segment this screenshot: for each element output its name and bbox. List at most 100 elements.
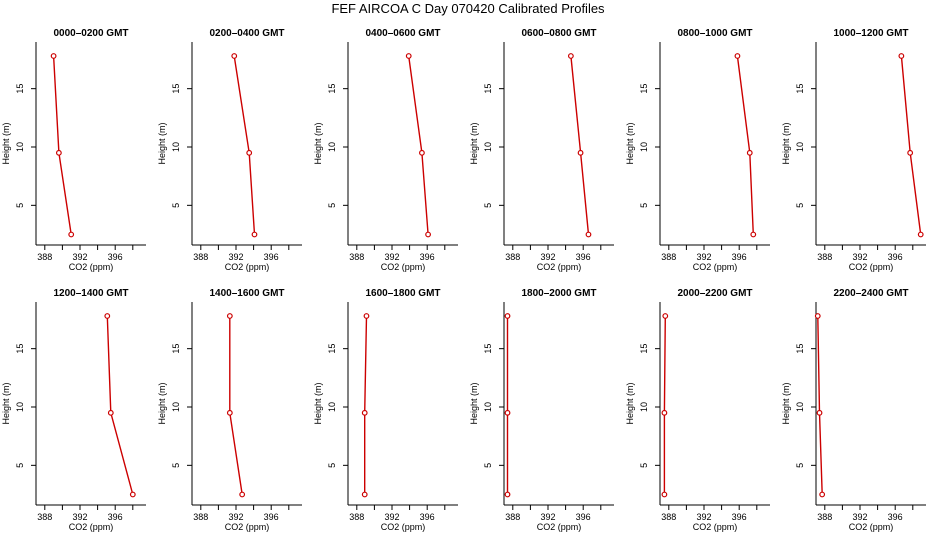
y-tick-label: 10 [795,402,805,412]
y-tick-label: 15 [483,344,493,354]
panel-title: 1400–1600 GMT [209,288,284,299]
x-tick-label: 396 [732,512,747,522]
y-tick-label: 5 [171,203,181,208]
page-title: FEF AIRCOA C Day 070420 Calibrated Profi… [331,1,605,16]
panel-title: 1200–1400 GMT [53,288,128,299]
data-point [504,313,511,319]
x-tick-label: 392 [852,512,867,522]
y-axis-label: Height (m) [1,382,11,424]
x-tick-label: 392 [228,252,243,262]
y-tick-label: 15 [327,84,337,94]
y-tick-label: 5 [15,463,25,468]
y-tick-label: 5 [483,463,493,468]
x-axis-label: CO2 (ppm) [693,262,738,272]
y-tick-label: 15 [795,344,805,354]
x-tick-label: 392 [852,252,867,262]
profile-line [663,315,666,495]
data-point [55,149,62,156]
x-tick-label: 396 [888,252,903,262]
x-tick-label: 392 [72,252,87,262]
x-tick-label: 388 [349,512,364,522]
y-tick-label: 5 [795,463,805,468]
profile-panel: 0000–0200 GMT 388 392 396 5 10 15 CO2 (ppm) Heig… [1,28,146,272]
profile-line [408,55,429,235]
data-point [405,53,412,59]
data-point [746,149,753,156]
panel-title: 0800–1000 GMT [677,28,752,39]
data-point [661,491,668,498]
y-tick-label: 15 [483,84,493,94]
x-axis-label: CO2 (ppm) [849,522,894,532]
profile-line [817,315,823,495]
data-point [246,149,253,156]
data-point [504,491,511,498]
x-tick-label: 392 [540,512,555,522]
x-tick-label: 392 [384,252,399,262]
panel-title: 0200–0400 GMT [209,28,284,39]
x-tick-label: 388 [505,252,520,262]
x-tick-label: 388 [37,252,52,262]
data-point [504,409,511,416]
y-tick-label: 10 [15,142,25,152]
data-point [226,313,233,319]
y-tick-label: 15 [795,84,805,94]
x-tick-label: 392 [228,512,243,522]
x-tick-label: 388 [661,252,676,262]
profile-panel: 1600–1800 GMT 388 392 396 5 10 15 CO2 (ppm) Heig… [313,288,458,532]
profile-line [229,316,243,495]
y-tick-label: 15 [15,84,25,94]
y-axis-label: Height (m) [781,382,791,424]
y-tick-label: 10 [639,402,649,412]
x-tick-label: 392 [540,252,555,262]
x-tick-label: 396 [264,252,279,262]
x-tick-label: 388 [37,512,52,522]
y-tick-label: 15 [639,344,649,354]
profile-panel: 1200–1400 GMT 388 392 396 5 10 15 CO2 (ppm) Heig… [1,288,146,532]
x-tick-label: 396 [576,252,591,262]
x-axis-label: CO2 (ppm) [693,522,738,532]
data-point [917,231,924,238]
profile-line [570,55,590,235]
data-point [898,53,905,59]
x-tick-label: 388 [193,252,208,262]
profile-panel: 0800–1000 GMT 388 392 396 5 10 15 CO2 (ppm) Heig… [625,28,770,272]
y-tick-label: 10 [795,142,805,152]
y-axis-label: Height (m) [625,122,635,164]
y-axis-label: Height (m) [781,122,791,164]
y-tick-label: 15 [171,84,181,94]
y-axis-label: Height (m) [625,382,635,424]
x-tick-label: 396 [108,252,123,262]
profile-line [233,55,256,235]
y-tick-label: 5 [327,203,337,208]
data-point [239,491,246,498]
y-axis-label: Height (m) [313,122,323,164]
data-point [50,53,57,59]
y-tick-label: 5 [795,203,805,208]
profile-line [364,315,368,495]
x-axis-label: CO2 (ppm) [69,522,114,532]
y-axis-label: Height (m) [1,122,11,164]
data-point [750,231,757,238]
data-point [68,231,75,238]
x-tick-label: 388 [349,252,364,262]
y-axis-label: Height (m) [313,382,323,424]
profile-line [900,55,922,235]
y-tick-label: 5 [639,203,649,208]
data-point [816,409,823,416]
data-point [819,491,826,498]
data-point [107,409,114,416]
y-axis-label: Height (m) [157,382,167,424]
x-tick-label: 396 [888,512,903,522]
profile-line [106,315,134,495]
data-point [662,313,669,319]
profile-panel: 1000–1200 GMT 388 392 396 5 10 15 CO2 (ppm) Heig… [781,28,926,272]
panel-title: 0400–0600 GMT [365,28,440,39]
panel-title: 0600–0800 GMT [521,28,596,39]
panel-title: 2000–2200 GMT [677,288,752,299]
y-tick-label: 5 [15,203,25,208]
profile-panel: 0200–0400 GMT 388 392 396 5 10 15 CO2 (ppm) Heig… [157,28,302,272]
data-point [363,313,370,319]
x-tick-label: 396 [264,512,279,522]
y-tick-label: 10 [171,402,181,412]
x-axis-label: CO2 (ppm) [849,262,894,272]
